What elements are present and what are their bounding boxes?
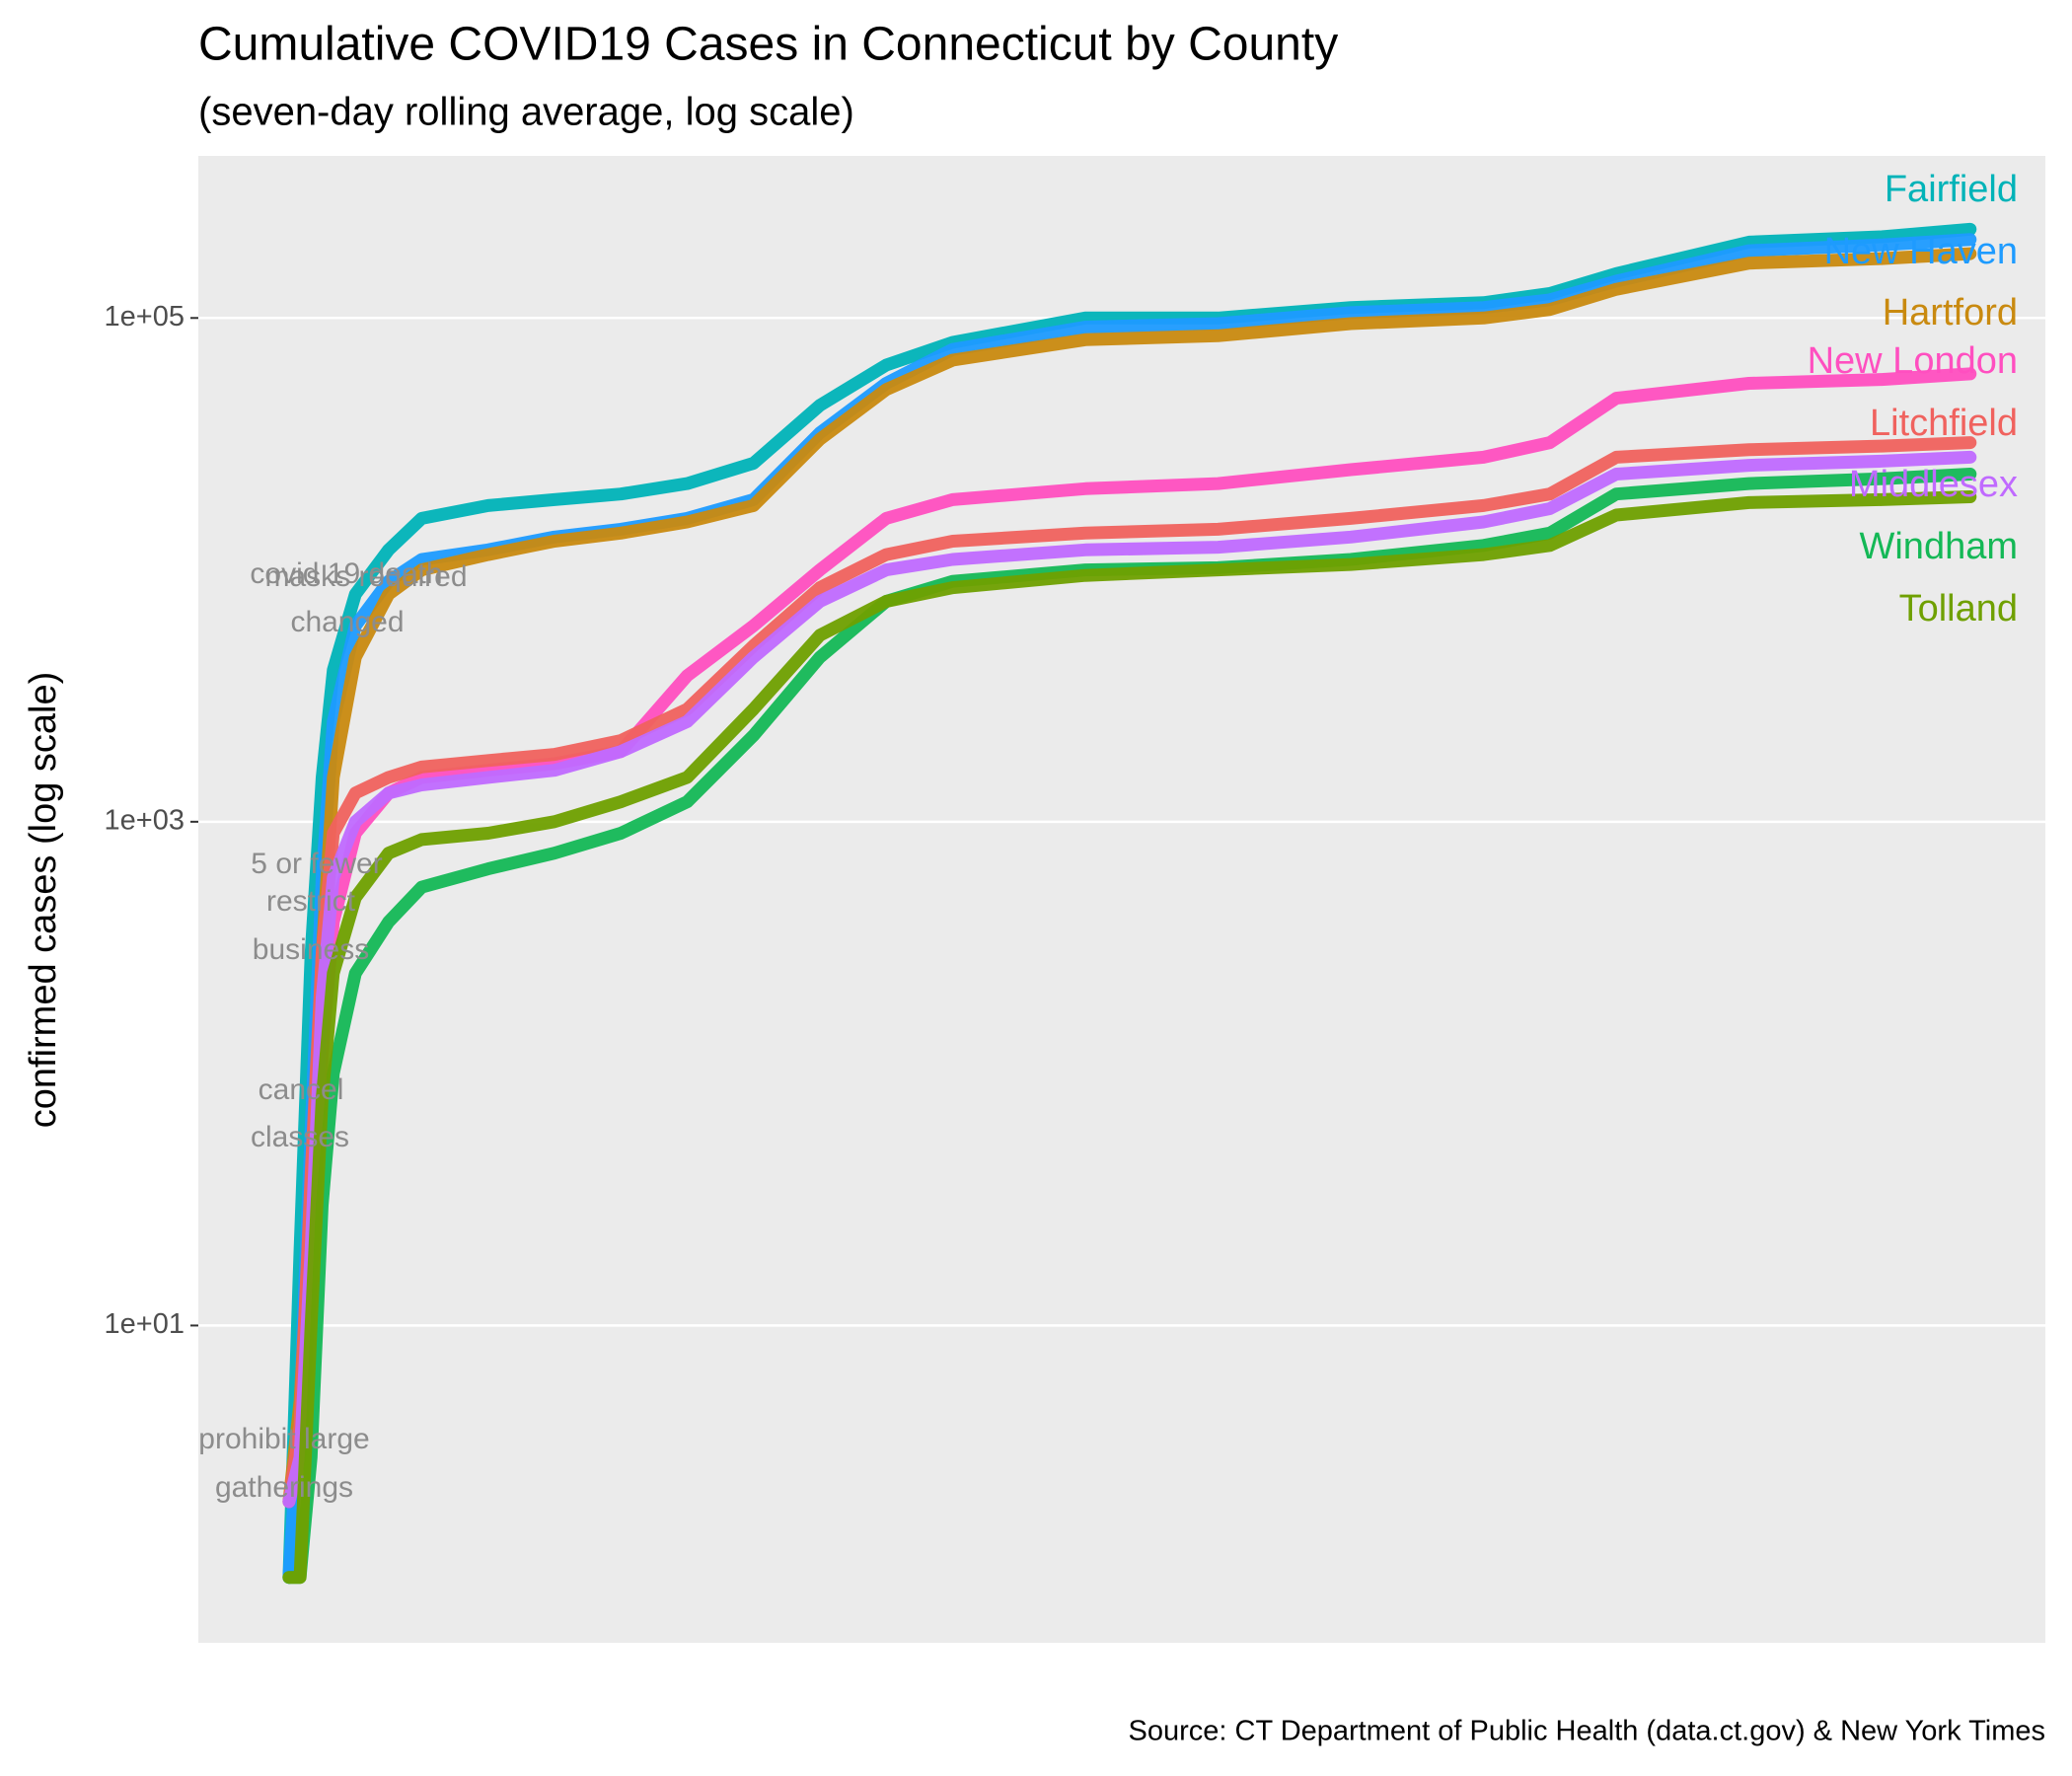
series-line: [282, 468, 1977, 1585]
series-label: Windham: [1860, 526, 2019, 567]
series-label: Middlesex: [1849, 464, 2018, 505]
annotation: 5 or fewer: [251, 848, 382, 880]
annotation: restrict: [266, 885, 356, 918]
y-axis-label: confirmed cases (log scale): [23, 672, 64, 1129]
series-label: New London: [1808, 340, 2018, 382]
annotation: prohibit large: [198, 1423, 369, 1455]
annotation: classes: [251, 1121, 349, 1153]
series-label: Tolland: [1899, 588, 2018, 629]
y-tick-label: 1e+03: [105, 805, 185, 837]
annotation: cancel: [259, 1073, 344, 1106]
series-line: [282, 436, 1977, 1509]
annotation: gatherings: [215, 1471, 353, 1504]
chart-title: Cumulative COVID19 Cases in Connecticut …: [198, 19, 1338, 71]
source-note: Source: CT Department of Public Health (…: [1129, 1716, 2046, 1747]
series-label: Litchfield: [1870, 403, 2018, 444]
chart-subtitle: (seven-day rolling average, log scale): [198, 91, 854, 134]
series-line: [282, 450, 1977, 1509]
plot-panel: [198, 156, 2045, 1643]
y-tick-label: 1e+05: [105, 301, 185, 333]
annotation: masks required: [264, 560, 467, 593]
annotation: covid 19 death: [250, 557, 442, 590]
series-label: Fairfield: [1885, 169, 2018, 210]
series-label: New Haven: [1824, 231, 2018, 272]
annotation: changed: [290, 606, 404, 638]
series-label: Hartford: [1883, 292, 2018, 333]
series-line: [282, 247, 1977, 1509]
annotation: business: [253, 933, 369, 966]
y-tick-label: 1e+01: [105, 1308, 185, 1340]
series-line: [282, 490, 1977, 1585]
